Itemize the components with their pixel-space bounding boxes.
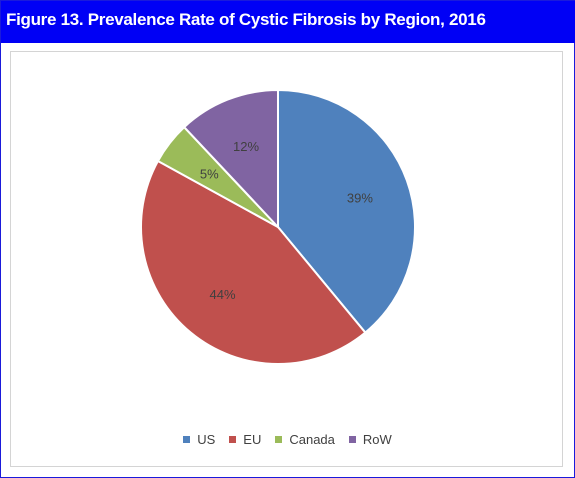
pie-chart: 39% 44% 5% 12% — [140, 88, 416, 365]
data-label-us: 39% — [347, 191, 373, 206]
data-label-canada: 5% — [200, 167, 219, 182]
legend-item-eu: EU — [229, 432, 261, 447]
data-label-row: 12% — [233, 139, 259, 154]
legend-swatch-us — [183, 436, 191, 443]
legend-item-row: RoW — [348, 432, 392, 447]
chart-area: 39% 44% 5% 12% US EU Canada RoW — [10, 51, 563, 467]
figure-title-bar: Figure 13. Prevalence Rate of Cystic Fib… — [1, 1, 575, 43]
legend-item-canada: Canada — [275, 432, 335, 447]
legend-label-eu: EU — [243, 432, 262, 447]
legend-swatch-canada — [275, 436, 283, 443]
legend-swatch-eu — [229, 436, 237, 443]
figure-title: Figure 13. Prevalence Rate of Cystic Fib… — [6, 10, 486, 29]
legend-label-canada: Canada — [289, 432, 335, 447]
legend-item-us: US — [183, 432, 215, 447]
pie-slice-row — [182, 88, 279, 230]
chart-legend: US EU Canada RoW — [11, 432, 564, 447]
legend-label-us: US — [197, 432, 216, 447]
legend-label-row: RoW — [362, 432, 392, 447]
pie-slice-eu — [140, 159, 367, 365]
legend-swatch-row — [348, 436, 356, 443]
pie-slice-us — [277, 88, 416, 334]
data-label-eu: 44% — [209, 287, 235, 302]
